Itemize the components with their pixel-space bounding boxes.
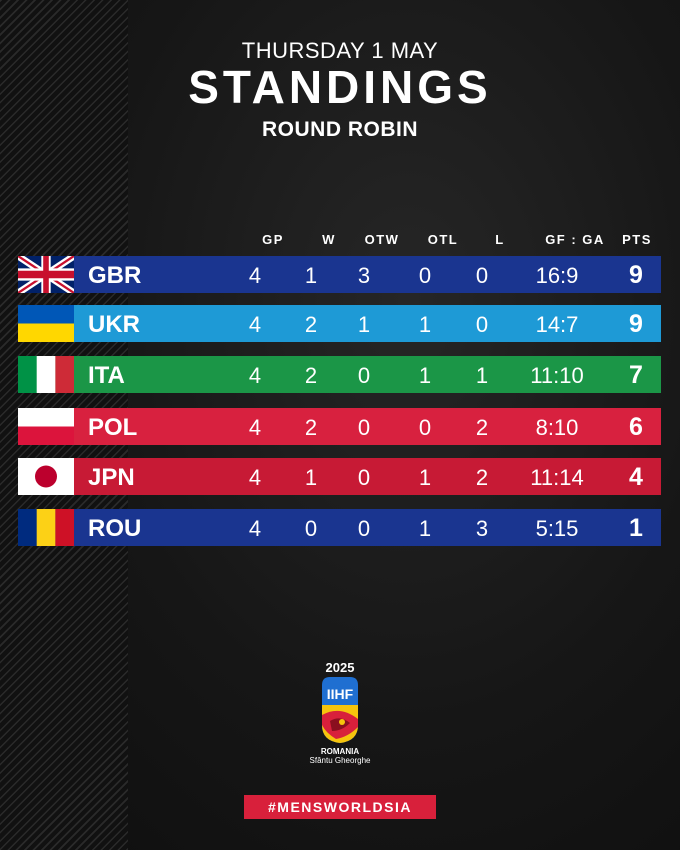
- uk-flag-icon: [18, 256, 74, 293]
- hashtag-badge: #MENSWORLDSIA: [244, 795, 436, 819]
- overtime-losses: 1: [418, 363, 432, 388]
- overtime-losses: 1: [418, 312, 432, 337]
- col-header-gp: GP: [262, 232, 284, 247]
- col-header-l: L: [495, 232, 505, 247]
- points: 6: [629, 413, 643, 441]
- goals-for-against: 8:10: [535, 415, 579, 440]
- losses: 0: [475, 312, 489, 337]
- goals-for-against: 11:14: [530, 465, 584, 490]
- games-played: 4: [248, 415, 262, 440]
- losses: 2: [475, 465, 489, 490]
- wins: 2: [304, 363, 318, 388]
- logo-year: 2025: [325, 660, 355, 675]
- overtime-losses: 1: [418, 516, 432, 541]
- team-code: POL: [88, 414, 138, 441]
- games-played: 4: [248, 263, 262, 288]
- standings-row-rou: ROU 4 0 0 1 3 5:15 1: [18, 509, 661, 546]
- team-code: ITA: [88, 362, 125, 389]
- col-header-gf-ga: GF : GA: [545, 232, 605, 247]
- points: 9: [629, 310, 643, 338]
- italy-flag-icon: [18, 356, 74, 393]
- overtime-wins: 3: [357, 263, 371, 288]
- overtime-wins: 0: [357, 363, 371, 388]
- romania-flag-icon: [18, 509, 74, 546]
- page-title: STANDINGS: [188, 61, 492, 113]
- standings-row-gbr: GBR 4 1 3 0 0 16:9 9: [18, 256, 661, 293]
- overtime-losses: 0: [418, 263, 432, 288]
- losses: 3: [475, 516, 489, 541]
- overtime-wins: 0: [357, 516, 371, 541]
- losses: 0: [475, 263, 489, 288]
- overtime-losses: 1: [418, 465, 432, 490]
- standings-row-jpn: JPN 4 1 0 1 2 11:14 4: [18, 458, 661, 495]
- wins: 0: [304, 516, 318, 541]
- goals-for-against: 16:9: [535, 263, 579, 288]
- points: 9: [629, 261, 643, 289]
- points: 1: [629, 514, 643, 542]
- standings-row-ita: ITA 4 2 0 1 1 11:10 7: [18, 356, 661, 393]
- team-code: JPN: [88, 464, 135, 491]
- games-played: 4: [248, 363, 262, 388]
- overtime-wins: 1: [357, 312, 371, 337]
- overtime-wins: 0: [357, 465, 371, 490]
- points: 7: [629, 361, 643, 389]
- wins: 2: [304, 415, 318, 440]
- logo-country: ROMANIA: [320, 747, 360, 756]
- poland-flag-icon: [18, 408, 74, 445]
- iihf-emblem-icon: IIHF: [322, 677, 358, 743]
- col-header-otw: OTW: [364, 232, 400, 247]
- japan-flag-icon: [18, 458, 74, 495]
- col-header-pts: PTS: [622, 232, 652, 247]
- col-header-w: W: [322, 232, 336, 247]
- logo-brand: IIHF: [327, 686, 354, 702]
- goals-for-against: 11:10: [530, 363, 584, 388]
- team-code: UKR: [88, 311, 140, 338]
- standings-row-ukr: UKR 4 2 1 1 0 14:7 9: [18, 305, 661, 342]
- standings-row-pol: POL 4 2 0 0 2 8:10 6: [18, 408, 661, 445]
- games-played: 4: [248, 312, 262, 337]
- page-subtitle: ROUND ROBIN: [262, 118, 418, 141]
- goals-for-against: 14:7: [535, 312, 579, 337]
- col-header-otl: OTL: [427, 232, 459, 247]
- games-played: 4: [248, 465, 262, 490]
- games-played: 4: [248, 516, 262, 541]
- team-code: ROU: [88, 515, 142, 542]
- wins: 1: [304, 465, 318, 490]
- losses: 2: [475, 415, 489, 440]
- team-code: GBR: [88, 262, 142, 289]
- event-date: THURSDAY 1 MAY: [241, 38, 439, 63]
- losses: 1: [475, 363, 489, 388]
- goals-for-against: 5:15: [535, 516, 579, 541]
- logo-city: Sfântu Gheorghe: [309, 756, 371, 765]
- overtime-losses: 0: [418, 415, 432, 440]
- wins: 2: [304, 312, 318, 337]
- wins: 1: [304, 263, 318, 288]
- overtime-wins: 0: [357, 415, 371, 440]
- ukraine-flag-icon: [18, 305, 74, 342]
- iihf-2025-logo: 2025 IIHF ROMANIA Sfântu Gheorghe: [290, 660, 390, 780]
- points: 4: [629, 463, 643, 491]
